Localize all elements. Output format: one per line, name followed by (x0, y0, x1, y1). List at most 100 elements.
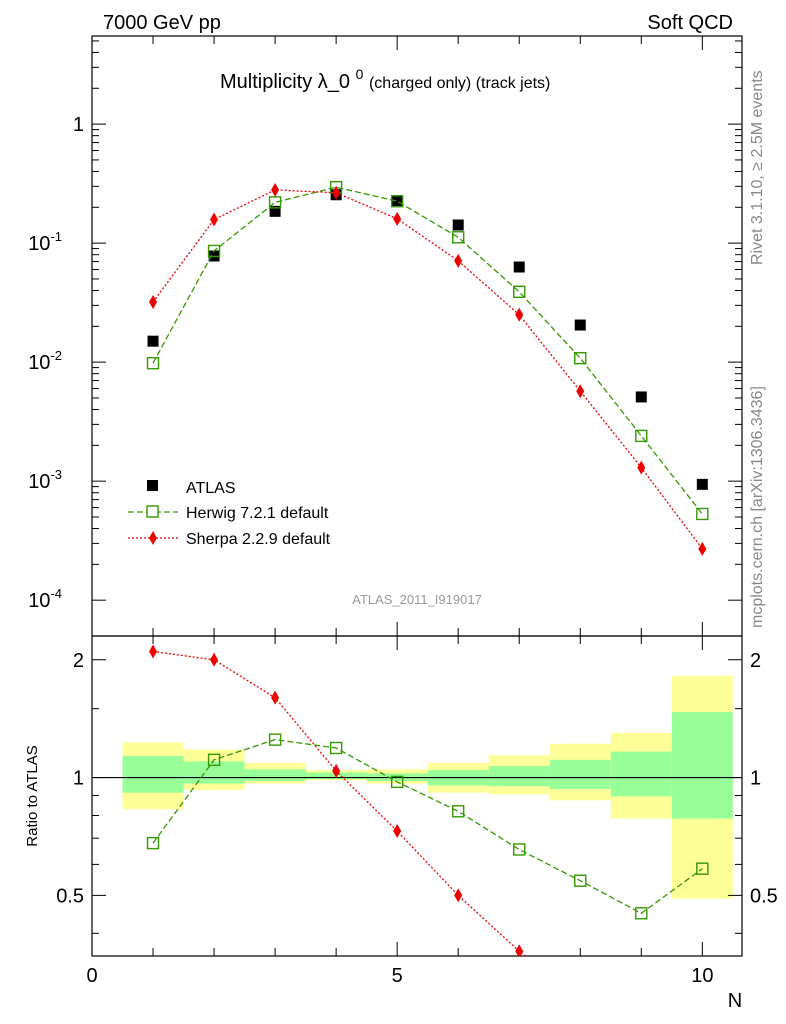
band-green (244, 769, 306, 781)
band-green (549, 759, 611, 789)
y-tick-label: 1 (73, 114, 84, 136)
legend-label-sherpa: Sherpa 2.2.9 default (186, 531, 331, 548)
ratio-y-tick-label: 2 (73, 650, 84, 672)
data-point (391, 195, 403, 207)
data-point (696, 507, 709, 521)
data-point (513, 285, 526, 298)
data-point (332, 763, 341, 778)
ratio-y-axis-label: Ratio to ATLAS (24, 745, 41, 846)
legend-marker-herwig (146, 505, 159, 518)
series-line (152, 650, 527, 956)
data-point (390, 195, 404, 208)
data-point (454, 888, 463, 903)
category-label: Soft QCD (647, 12, 733, 34)
y-tick-label-exponent: -1 (50, 229, 62, 244)
x-tick-label: 0 (86, 965, 97, 987)
y-tick-label: 10-2 (28, 348, 62, 374)
y-tick-label: 10-4 (28, 586, 62, 612)
x-axis-label: N (728, 990, 742, 1012)
legend-marker-sherpa (149, 531, 157, 545)
legend-marker-atlas (147, 480, 158, 491)
data-point (635, 391, 647, 403)
side-label-rivet: Rivet 3.1.10, ≥ 2.5M events (749, 70, 766, 265)
analysis-id: ATLAS_2011_I919017 (352, 592, 482, 607)
series-line (152, 738, 703, 915)
ratio-series (146, 644, 709, 956)
data-point (146, 836, 160, 850)
data-point (393, 211, 402, 226)
ratio-y-tick-label-right: 0.5 (750, 885, 778, 907)
band-green (122, 756, 184, 793)
ratio-y-tick-label-right: 1 (750, 768, 761, 790)
ratio-uncertainty-bands (122, 675, 733, 899)
data-point (271, 182, 280, 197)
data-point (513, 261, 525, 273)
y-tick-label-base: 10 (28, 471, 50, 493)
data-point (329, 741, 343, 755)
data-point (698, 541, 707, 556)
data-point (271, 690, 280, 705)
x-tick-label: 5 (392, 965, 403, 987)
data-point (147, 335, 159, 347)
data-point (268, 733, 282, 746)
data-point (513, 843, 526, 856)
title-note: (charged only) (track jets) (369, 75, 550, 92)
series-line (152, 186, 703, 515)
data-point (146, 356, 160, 370)
data-point (393, 824, 402, 839)
ratio-y-tick-label-right: 2 (750, 650, 761, 672)
legend-label-atlas: ATLAS (186, 480, 236, 497)
band-green (671, 712, 733, 819)
data-point (149, 644, 158, 659)
chart-title: Multiplicity λ_0 0 (charged only) (track… (220, 62, 550, 93)
y-tick-label-base: 10 (28, 352, 50, 374)
data-point (635, 907, 648, 920)
series-line (152, 189, 703, 550)
data-point (574, 874, 587, 887)
band-green (488, 766, 550, 787)
main-series (146, 181, 709, 556)
data-point (210, 212, 219, 227)
data-point (635, 429, 648, 443)
y-tick-label-base: 10 (28, 590, 50, 612)
y-tick-label-exponent: -4 (50, 586, 62, 601)
data-point (574, 351, 587, 365)
data-point (390, 775, 404, 789)
legend-label-herwig: Herwig 7.2.1 default (186, 505, 329, 522)
data-point (637, 460, 646, 475)
data-point (451, 231, 465, 244)
data-point (451, 805, 465, 818)
y-tick-label-exponent: -2 (50, 348, 62, 363)
data-point (149, 295, 158, 310)
side-label-mcplots: mcplots.cern.ch [arXiv:1306.3436] (749, 386, 766, 628)
x-tick-label: 10 (691, 965, 713, 987)
ratio-y-tick-label: 1 (73, 768, 84, 790)
data-point (515, 944, 524, 956)
y-tick-label-base: 1 (73, 114, 84, 136)
ratio-axes: 0.5 0.5 1 1 2 2 0 5 10 (56, 636, 778, 987)
y-tick-label: 10-1 (28, 229, 62, 255)
ratio-panel-frame (91, 635, 743, 957)
data-point (269, 205, 281, 217)
title-main: Multiplicity λ_0 (220, 71, 350, 93)
data-point (210, 652, 219, 667)
data-point (696, 862, 709, 875)
y-tick-label-exponent: -3 (50, 467, 62, 482)
data-point (207, 244, 221, 258)
data-point (332, 185, 341, 200)
y-tick-label: 10-3 (28, 467, 62, 493)
y-tick-label-base: 10 (28, 233, 50, 255)
data-point (576, 384, 585, 399)
data-point (207, 753, 221, 767)
data-point (696, 478, 708, 490)
band-green (610, 751, 672, 797)
ratio-y-tick-label: 0.5 (56, 885, 84, 907)
main-axes: 10-410-310-210-11 (28, 36, 742, 636)
energy-label: 7000 GeV pp (103, 12, 221, 34)
data-point (452, 219, 464, 231)
data-point (454, 253, 463, 268)
legend: ATLAS Herwig 7.2.1 default Sherpa 2.2.9 … (128, 480, 331, 548)
data-point (515, 307, 524, 322)
title-superscript: 0 (356, 66, 364, 82)
